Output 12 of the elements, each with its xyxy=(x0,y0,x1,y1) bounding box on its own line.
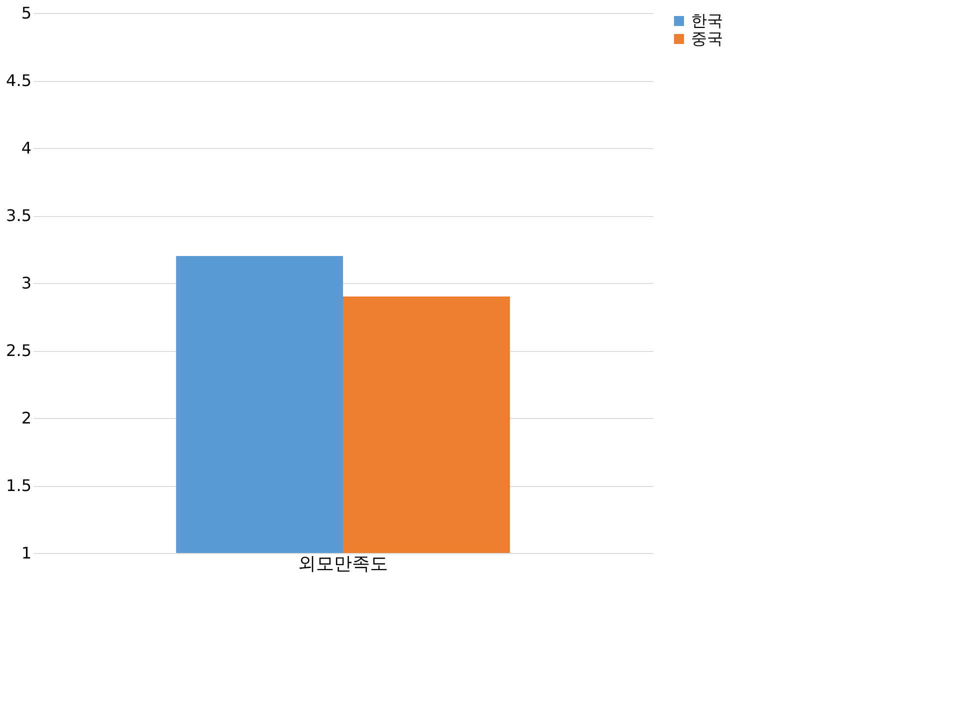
y-tick-label: 2.5 xyxy=(6,341,32,360)
y-tick-label: 2 xyxy=(21,408,32,428)
legend-label: 중국 xyxy=(691,29,723,48)
y-tick-label: 1.5 xyxy=(6,476,32,495)
y-tick-label: 3 xyxy=(21,274,32,292)
y-tick-label: 1 xyxy=(21,544,32,562)
y-tick-label: 5 xyxy=(21,4,32,22)
y-tick-label: 4.5 xyxy=(6,71,32,90)
y-tick-label: 3.5 xyxy=(6,206,32,225)
y-tick-label: 4 xyxy=(21,138,32,158)
x-tick-label: 외모만족도 xyxy=(298,554,388,574)
legend-label: 한국 xyxy=(691,11,723,30)
